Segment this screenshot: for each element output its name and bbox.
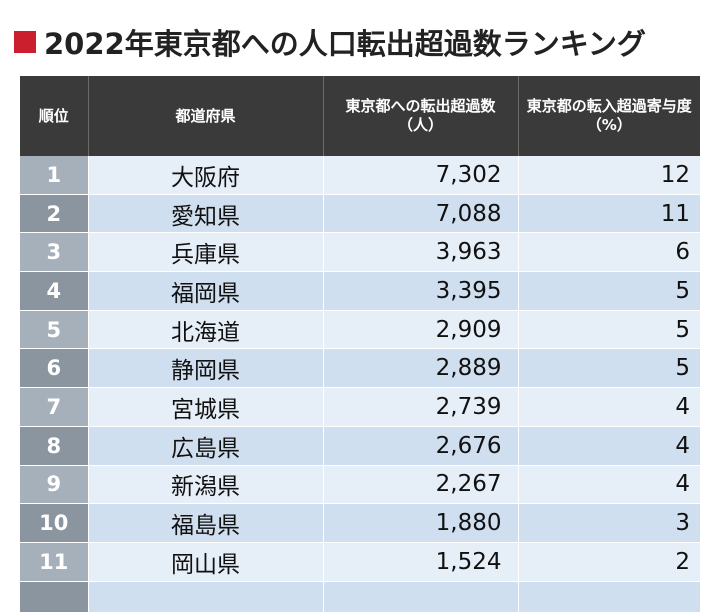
prefecture-cell: 大阪府: [88, 156, 324, 195]
ranking-table: 順位 都道府県 東京都への転出超過数（人） 東京都の転入超過寄与度（%） 1 大阪…: [20, 76, 700, 613]
prefecture-cell: 北海道: [88, 310, 324, 350]
contribution-cell: 2: [518, 542, 700, 582]
contribution-cell: 11: [518, 194, 700, 234]
prefecture-cell: 岡山県: [88, 542, 324, 582]
table-body: 1 大阪府 7,302 12 2 愛知県 7,088 11 3 兵庫県 3,963 6 4 福岡県 3,39…: [20, 156, 700, 613]
contribution-cell: 6: [518, 232, 700, 273]
contribution-cell: 4: [518, 426, 700, 466]
header-rank: 順位: [20, 76, 89, 156]
rank-cell: 3: [20, 232, 89, 273]
prefecture-cell: 静岡県: [88, 348, 324, 389]
outflow-cell: 7,302: [323, 156, 519, 195]
partial-cell: [518, 581, 700, 613]
prefecture-cell: 広島県: [88, 426, 324, 466]
contribution-cell: 12: [518, 156, 700, 195]
table-row: 1 大阪府 7,302 12: [20, 156, 700, 195]
outflow-cell: 1,524: [323, 542, 519, 582]
outflow-cell: 2,676: [323, 426, 519, 466]
outflow-cell: 1,880: [323, 503, 519, 543]
rank-cell: 6: [20, 348, 89, 389]
rank-cell: 2: [20, 194, 89, 234]
prefecture-cell: 新潟県: [88, 465, 324, 505]
outflow-cell: 7,088: [323, 194, 519, 234]
rank-cell: 1: [20, 156, 89, 195]
rank-cell: 9: [20, 465, 89, 505]
outflow-cell: 3,963: [323, 232, 519, 273]
rank-cell: 11: [20, 542, 89, 582]
prefecture-cell: 宮城県: [88, 387, 324, 427]
table-row: 5 北海道 2,909 5: [20, 310, 700, 350]
rank-cell: 10: [20, 503, 89, 543]
contribution-cell: 3: [518, 503, 700, 543]
table-row: 3 兵庫県 3,963 6: [20, 232, 700, 273]
outflow-cell: 2,739: [323, 387, 519, 427]
header-contribution: 東京都の転入超過寄与度（%）: [518, 76, 700, 156]
table-row: 9 新潟県 2,267 4: [20, 465, 700, 505]
partial-cell: [323, 581, 519, 613]
partial-cell: [20, 581, 89, 613]
table-row: 2 愛知県 7,088 11: [20, 194, 700, 234]
contribution-cell: 5: [518, 310, 700, 350]
table-row: 8 広島県 2,676 4: [20, 426, 700, 466]
table-row: 7 宮城県 2,739 4: [20, 387, 700, 427]
contribution-cell: 5: [518, 348, 700, 389]
contribution-cell: 5: [518, 271, 700, 311]
prefecture-cell: 愛知県: [88, 194, 324, 234]
page-title: 2022年東京都への人口転出超過数ランキング: [14, 18, 646, 66]
header-outflow: 東京都への転出超過数（人）: [323, 76, 519, 156]
table-row: 11 岡山県 1,524 2: [20, 542, 700, 582]
title-marker: [14, 31, 36, 53]
prefecture-cell: 兵庫県: [88, 232, 324, 273]
outflow-cell: 3,395: [323, 271, 519, 311]
partial-cell: [88, 581, 324, 613]
rank-cell: 8: [20, 426, 89, 466]
outflow-cell: 2,909: [323, 310, 519, 350]
header-prefecture: 都道府県: [88, 76, 324, 156]
table-row: 6 静岡県 2,889 5: [20, 348, 700, 389]
contribution-cell: 4: [518, 387, 700, 427]
rank-cell: 5: [20, 310, 89, 350]
prefecture-cell: 福島県: [88, 503, 324, 543]
table-row: 10 福島県 1,880 3: [20, 503, 700, 543]
rank-cell: 7: [20, 387, 89, 427]
table-row-partial: [20, 581, 700, 613]
title-text: 2022年東京都への人口転出超過数ランキング: [44, 27, 646, 61]
contribution-cell: 4: [518, 465, 700, 505]
outflow-cell: 2,267: [323, 465, 519, 505]
table-header: 順位 都道府県 東京都への転出超過数（人） 東京都の転入超過寄与度（%）: [20, 76, 700, 156]
prefecture-cell: 福岡県: [88, 271, 324, 311]
table-row: 4 福岡県 3,395 5: [20, 271, 700, 311]
rank-cell: 4: [20, 271, 89, 311]
outflow-cell: 2,889: [323, 348, 519, 389]
